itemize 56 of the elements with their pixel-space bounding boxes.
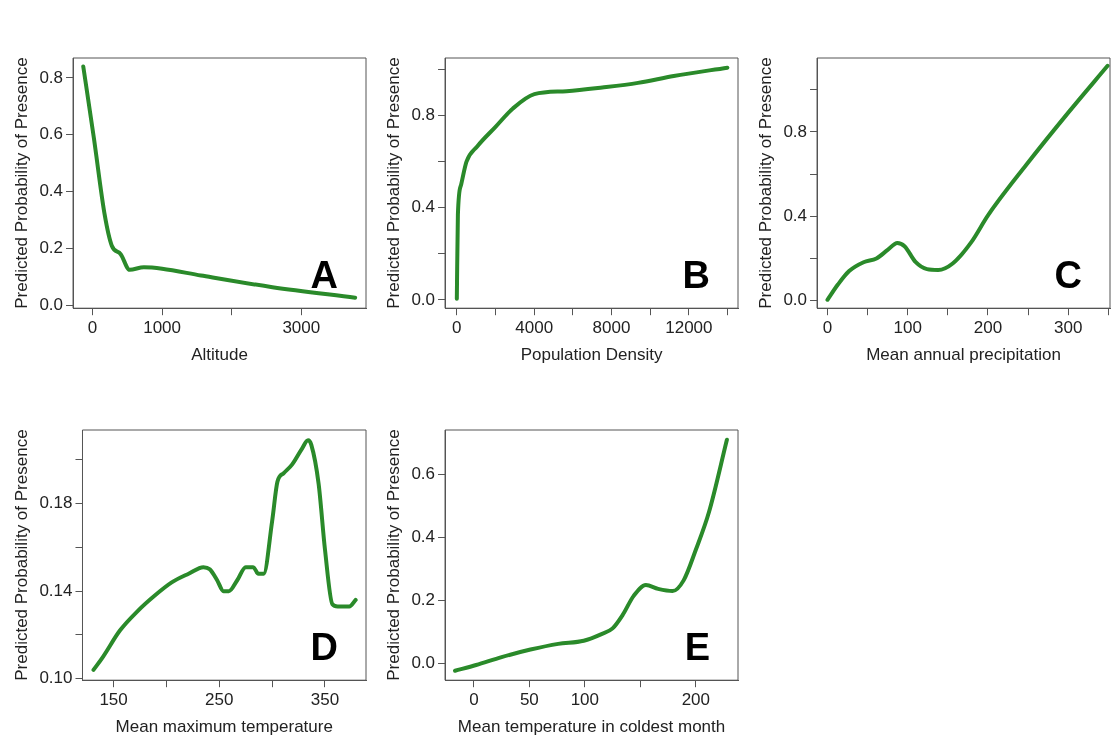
x-tick-label: 50	[519, 690, 539, 710]
x-tick-label: 0	[87, 318, 98, 338]
line-series	[453, 437, 729, 673]
line-series	[91, 438, 358, 672]
y-tick-label: 0.8	[411, 105, 436, 125]
x-tick-label: 0	[822, 318, 833, 338]
y-axis-title: Predicted Probability of Presence	[11, 429, 31, 681]
y-tick-label: 0.2	[39, 238, 64, 258]
x-tick-label: 8000	[592, 318, 631, 338]
x-tick-label: 0	[452, 318, 462, 338]
x-tick-label: 300	[1054, 318, 1083, 338]
y-tick-label: 0.6	[39, 124, 64, 144]
y-tick-label: 0.14	[39, 580, 73, 600]
y-axis-title: Predicted Probability of Presence	[383, 57, 403, 309]
x-tick-label: 200	[973, 318, 1003, 338]
y-tick-label: 0.10	[39, 668, 73, 688]
x-tick-label: 0	[469, 690, 479, 710]
y-tick-label: 0.4	[411, 197, 436, 217]
y-tick-label: 0.8	[783, 121, 808, 141]
y-axis-title: Predicted Probability of Presence	[11, 57, 31, 309]
x-axis-title: Altitude	[191, 345, 248, 365]
x-tick-label: 1000	[143, 318, 182, 338]
line-series	[825, 63, 1110, 302]
x-tick-label: 4000	[515, 318, 554, 338]
y-axis-title: Predicted Probability of Presence	[755, 57, 775, 309]
y-tick-label: 0.4	[39, 181, 64, 201]
x-axis-title: Population Density	[520, 345, 663, 365]
annotation: D	[310, 625, 338, 668]
x-tick-label: 200	[681, 690, 711, 710]
line-series	[454, 65, 730, 301]
y-tick-label: 0.8	[39, 67, 64, 87]
y-tick-label: 0.0	[783, 290, 808, 310]
y-tick-label: 0.6	[411, 463, 436, 483]
y-tick-label: 0.2	[411, 590, 436, 610]
x-tick-label: 3000	[282, 318, 321, 338]
y-tick-label: 0.18	[39, 493, 73, 513]
x-tick-label: 150	[99, 690, 128, 710]
y-tick-label: 0.0	[39, 295, 64, 315]
x-tick-label: 12000	[665, 318, 713, 338]
x-tick-label: 100	[893, 318, 922, 338]
y-tick-label: 0.0	[411, 653, 436, 673]
x-axis-title: Mean annual precipitation	[866, 345, 1061, 365]
x-tick-label: 100	[570, 690, 600, 710]
y-axis-title: Predicted Probability of Presence	[383, 429, 403, 681]
y-tick-label: 0.0	[411, 289, 436, 309]
annotation: E	[684, 625, 710, 668]
annotation: A	[310, 253, 338, 296]
x-axis-title: Mean maximum temperature	[115, 717, 333, 737]
y-tick-label: 0.4	[411, 527, 436, 547]
x-tick-label: 250	[205, 690, 234, 710]
annotation: B	[682, 253, 710, 296]
x-tick-label: 350	[310, 690, 340, 710]
y-tick-label: 0.4	[783, 205, 808, 225]
line-series	[81, 64, 358, 300]
annotation: C	[1054, 253, 1082, 296]
x-axis-title: Mean temperature in coldest month	[457, 717, 726, 737]
